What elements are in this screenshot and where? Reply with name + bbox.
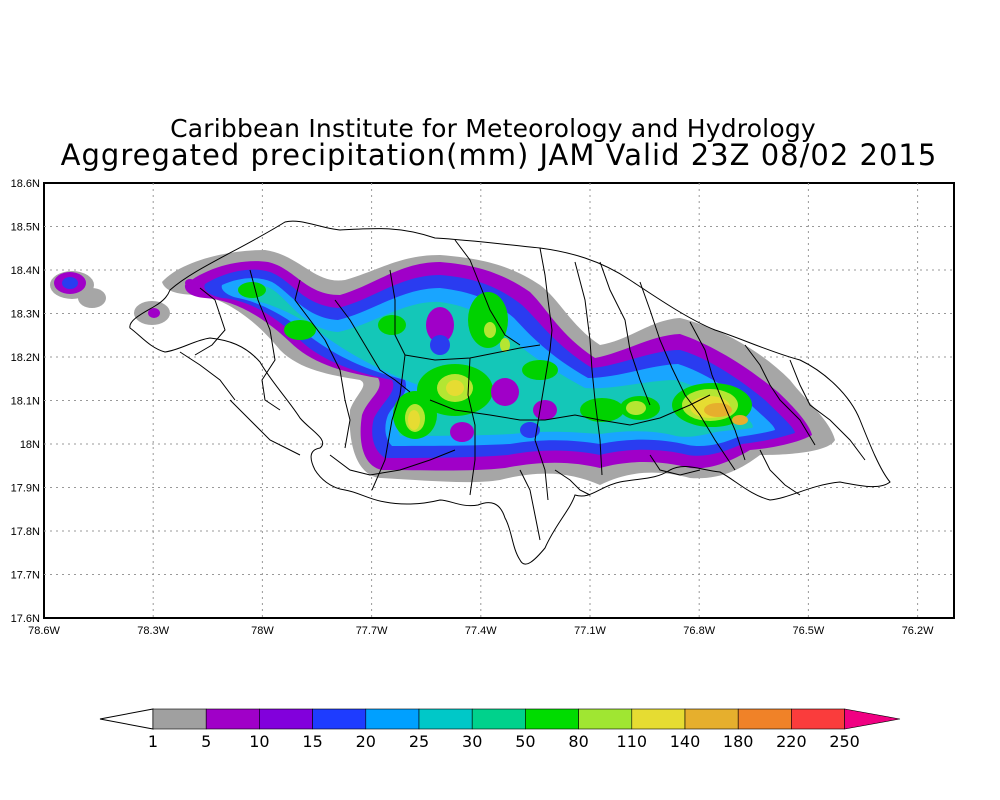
map-title-product: Aggregated precipitation(mm) JAM Valid 2… <box>60 138 938 172</box>
lat-tick-label: 18.1N <box>11 396 40 408</box>
colorbar-swatch <box>578 708 633 730</box>
colorbar-over-triangle <box>844 708 901 730</box>
colorbar-swatch <box>525 708 579 730</box>
colorbar-swatch <box>312 708 367 730</box>
colorbar-label: 50 <box>515 732 535 751</box>
map-title-institute: Caribbean Institute for Meteorology and … <box>170 114 816 143</box>
lon-tick-label: 78.3W <box>137 625 169 637</box>
lat-tick-label: 18N <box>20 439 40 451</box>
colorbar-swatch <box>259 708 313 730</box>
lon-tick-label: 78W <box>251 625 274 637</box>
colorbar-swatch <box>631 708 686 730</box>
lat-tick-label: 17.8N <box>11 526 40 538</box>
colorbar-swatch <box>205 708 260 730</box>
colorbar-swatch <box>737 708 792 730</box>
colorbar-swatch <box>418 708 473 730</box>
lat-tick-label: 17.9N <box>11 483 40 495</box>
colorbar-label: 20 <box>356 732 376 751</box>
lon-tick-label: 77.7W <box>356 625 388 637</box>
colorbar-label: 220 <box>776 732 807 751</box>
lon-tick-label: 77.4W <box>465 625 497 637</box>
colorbar-label: 180 <box>723 732 754 751</box>
colorbar-swatch <box>471 708 526 730</box>
colorbar-swatch <box>684 708 739 730</box>
colorbar-label: 1 <box>148 732 158 751</box>
colorbar-label: 10 <box>249 732 269 751</box>
colorbar-label: 30 <box>462 732 482 751</box>
lat-tick-label: 18.5N <box>11 222 40 234</box>
colorbar-label: 25 <box>409 732 429 751</box>
lon-tick-label: 77.1W <box>574 625 606 637</box>
lat-tick-label: 18.6N <box>11 178 40 190</box>
colorbar-label: 250 <box>829 732 860 751</box>
jamaica-outline <box>129 220 891 565</box>
colorbar-label: 110 <box>617 732 648 751</box>
lon-tick-label: 76.8W <box>683 625 715 637</box>
lon-tick-label: 78.6W <box>28 625 60 637</box>
lat-tick-label: 17.6N <box>11 613 40 625</box>
colorbar-under-triangle <box>99 708 154 730</box>
lat-tick-label: 18.4N <box>11 265 40 277</box>
colorbar-swatch <box>152 708 207 730</box>
colorbar-label: 5 <box>201 732 211 751</box>
lat-tick-label: 17.7N <box>11 570 40 582</box>
longitude-tick-labels: 78.6W 78.3W 78W 77.7W 77.4W 77.1W 76.8W 76.5W 76… <box>28 625 934 637</box>
colorbar-label: 140 <box>670 732 701 751</box>
precipitation-field <box>50 250 835 485</box>
colorbar-label: 15 <box>302 732 322 751</box>
colorbar-swatch <box>791 708 845 730</box>
lon-tick-label: 76.2W <box>902 625 934 637</box>
latitude-tick-labels: 18.6N 18.5N 18.4N 18.3N 18.2N 18.1N 18N 17.9N 17… <box>11 178 40 625</box>
lat-tick-label: 18.3N <box>11 309 40 321</box>
lat-tick-label: 18.2N <box>11 352 40 364</box>
lon-tick-label: 76.5W <box>793 625 825 637</box>
precipitation-colorbar: 1 5 10 15 20 25 30 50 80 110 140 180 220 250 <box>99 708 901 751</box>
colorbar-label: 80 <box>568 732 588 751</box>
colorbar-swatch <box>365 708 420 730</box>
